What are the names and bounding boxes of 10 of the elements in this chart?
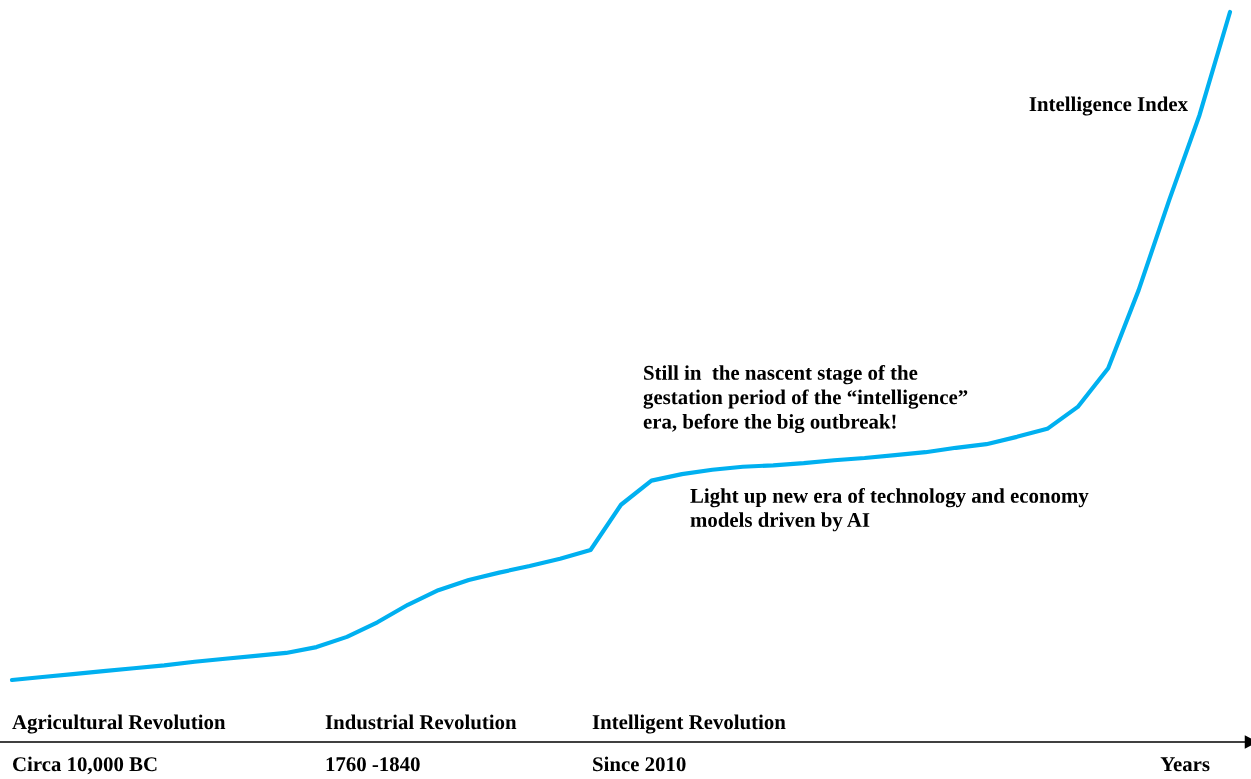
text: Circa 10,000 BC xyxy=(13,756,157,775)
annotation: Agricultural Revolution xyxy=(12,714,226,734)
annotation: Intelligent Revolution xyxy=(592,714,786,734)
text: Since 2010 xyxy=(593,756,686,772)
text: 1760 -1840 xyxy=(326,757,420,772)
annotation: Still in the nascent stage of the gestation period of the “intelligence” era, before the big outbreak! xyxy=(643,365,968,434)
annotation: Intelligence Index xyxy=(1029,96,1188,116)
annotation: Industrial Revolution xyxy=(325,714,517,730)
x-axis-title: Years xyxy=(1160,757,1210,772)
annotation: Light up new era of technology and economy models driven by AI xyxy=(690,488,1089,532)
